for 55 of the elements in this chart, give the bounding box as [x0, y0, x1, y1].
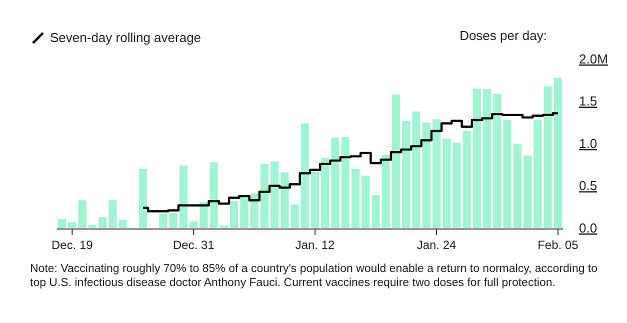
- bar: [462, 130, 471, 229]
- y-tick-label: 1.5: [579, 94, 598, 109]
- x-tick-label: Dec. 31: [172, 238, 215, 252]
- y-tick-label: 1.0: [579, 136, 598, 151]
- bar: [513, 144, 522, 229]
- bar: [210, 162, 218, 229]
- bar: [472, 88, 481, 229]
- text: Note: Vaccinating roughly 70% to 85% of a country's population would enable a return to normalcy, according to top U.S. infectious disease doctor Anthony Fauci. Current vaccines require two doses for full protection.: [30, 262, 599, 290]
- bar: [179, 166, 188, 229]
- x-tick-label: Jan. 24: [416, 238, 456, 252]
- bar: [432, 119, 440, 229]
- bar: [554, 78, 562, 229]
- bar: [78, 200, 86, 229]
- bar: [544, 86, 552, 229]
- bar: [362, 176, 370, 229]
- bar: [108, 200, 117, 229]
- y-tick-label: 0.5: [579, 178, 598, 194]
- bar: [412, 112, 420, 229]
- bar: [300, 123, 309, 229]
- bar: [382, 154, 390, 229]
- bar: [341, 136, 350, 229]
- legend-label: Seven-day rolling average: [49, 30, 202, 45]
- y-tick-label: 0.0: [579, 220, 598, 236]
- bar: [260, 164, 268, 229]
- bar: [402, 120, 410, 229]
- bar: [290, 204, 299, 229]
- bar: [240, 196, 248, 229]
- x-tick-label: Feb. 05: [538, 238, 579, 252]
- bar: [311, 172, 319, 229]
- bar: [503, 120, 512, 229]
- bar: [422, 122, 430, 229]
- bar: [321, 158, 330, 229]
- bar: [442, 138, 451, 229]
- bar: [372, 195, 380, 229]
- y-axis-title: Doses per day:: [460, 28, 547, 43]
- bar: [392, 94, 400, 229]
- bar: [351, 169, 360, 229]
- bar: [138, 169, 147, 229]
- y-tick-label: 2.0M: [579, 51, 608, 66]
- bar: [230, 201, 238, 229]
- x-tick-label: Dec. 19: [52, 238, 94, 252]
- bar: [493, 94, 502, 229]
- x-tick-label: Jan. 12: [295, 238, 336, 252]
- bar: [270, 161, 279, 229]
- bar: [98, 217, 106, 229]
- bar: [169, 212, 178, 229]
- bar: [331, 138, 340, 229]
- bar: [250, 194, 258, 229]
- bar: [118, 220, 127, 229]
- bar: [452, 142, 461, 229]
- bar: [524, 155, 532, 229]
- bar: [159, 214, 168, 229]
- bar: [534, 120, 542, 229]
- bar: [483, 88, 492, 229]
- bar: [280, 172, 289, 229]
